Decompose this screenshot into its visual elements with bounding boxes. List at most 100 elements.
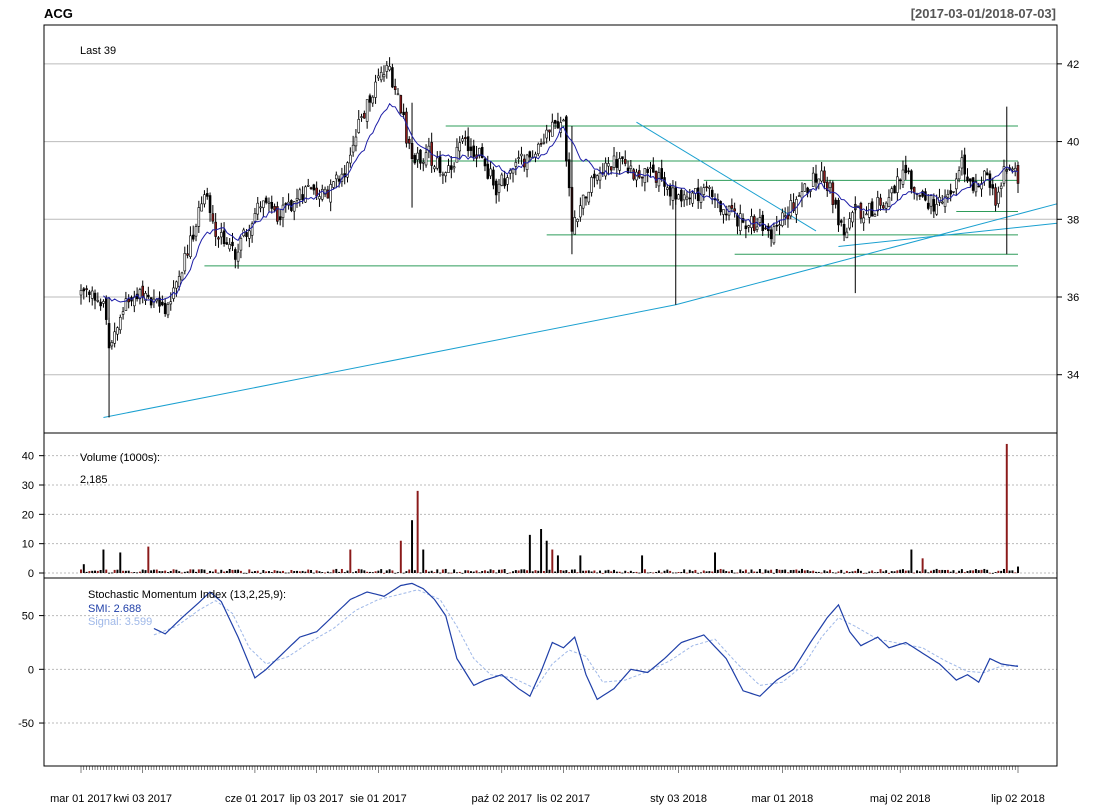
volume-bar [321, 572, 324, 573]
candle-body [166, 304, 170, 316]
candle-body [649, 167, 652, 169]
volume-bar [831, 572, 834, 574]
candle-body [884, 202, 888, 209]
candle-body [304, 186, 307, 203]
candle-body [374, 81, 377, 98]
candle-body [455, 146, 459, 163]
volume-bar [282, 570, 284, 573]
volume-bar [183, 571, 186, 573]
volume-bar [652, 572, 655, 574]
volume-bar [562, 570, 565, 573]
candle-body [660, 168, 663, 179]
candle-body [256, 202, 260, 215]
smi-line [153, 582, 1019, 701]
candle-body [733, 208, 736, 212]
volume-bar [641, 555, 644, 573]
volume-bar [843, 572, 846, 574]
volume-bar [166, 572, 169, 573]
volume-bar [750, 569, 753, 573]
volume-bar [200, 569, 203, 573]
candle-body [281, 204, 285, 218]
volume-bar [307, 569, 310, 573]
candle-body [957, 170, 961, 180]
candle-body [248, 230, 251, 239]
volume-bar [155, 569, 158, 573]
volume-bar [276, 570, 279, 573]
volume-bar [439, 572, 442, 574]
volume-bar [955, 572, 958, 574]
volume-bar [239, 570, 242, 573]
candle-body [197, 207, 201, 227]
volume-bar [301, 570, 304, 573]
volume-bar [890, 571, 893, 573]
volume-bar [812, 570, 815, 573]
volume-bar [784, 569, 787, 573]
volume-bar [688, 569, 691, 573]
volume-bar [887, 572, 890, 574]
volume-bar [795, 569, 798, 573]
candle-body [652, 164, 655, 173]
price-axis-label: 40 [1067, 137, 1079, 149]
volume-bar [980, 569, 983, 573]
volume-bar [618, 571, 621, 573]
volume-bar [683, 569, 686, 573]
volume-bar [868, 571, 871, 573]
candle-body [736, 214, 739, 227]
volume-bar [178, 571, 181, 573]
candle-body [79, 290, 83, 296]
candle-body [388, 66, 391, 71]
volume-bar [405, 571, 408, 573]
candle-body [565, 116, 568, 162]
volume-bar [1000, 570, 1003, 573]
volume-bar [722, 569, 725, 573]
candle-body [458, 142, 462, 152]
volume-title: Volume (1000s): [80, 452, 160, 464]
volume-bar [363, 570, 366, 573]
candle-body [309, 187, 313, 189]
volume-bar [512, 571, 515, 573]
volume-bar [702, 570, 705, 573]
volume-bar [136, 572, 139, 574]
volume-bar [758, 569, 761, 573]
candle-body [267, 201, 271, 204]
volume-bar [694, 569, 697, 573]
candle-body [483, 158, 487, 167]
candle-body [882, 205, 885, 209]
candle-body [646, 168, 649, 173]
volume-bar [613, 569, 616, 573]
volume-bar [94, 570, 97, 573]
volume-bar [593, 570, 596, 573]
volume-bar [430, 570, 433, 573]
candle-body [402, 111, 405, 116]
candle-body [144, 292, 147, 301]
candle-body [466, 136, 470, 152]
volume-bar [469, 571, 472, 573]
candle-body [576, 218, 579, 222]
candle-body [346, 162, 349, 178]
candle-body [932, 199, 936, 212]
volume-bar [817, 571, 820, 573]
volume-bar [245, 572, 248, 574]
volume-bar [991, 572, 994, 574]
x-axis-label: cze 01 2017 [225, 793, 285, 805]
volume-bar [542, 570, 545, 573]
volume-bar [921, 558, 924, 573]
volume-bar [952, 570, 955, 573]
candle-body [828, 182, 832, 188]
text-layer: Last 39 Volume (1000s): 2,185 Stochastic… [18, 45, 1079, 805]
candle-body [326, 189, 330, 199]
candle-body [118, 317, 122, 331]
volume-bar [663, 570, 666, 573]
volume-bar [419, 572, 422, 574]
candle-body [189, 235, 192, 257]
volume-bar [312, 572, 315, 574]
volume-bar [674, 572, 677, 574]
volume-bar [848, 571, 851, 573]
candle-body [825, 181, 829, 191]
volume-bar [99, 569, 102, 573]
candle-body [910, 170, 913, 190]
candle-body [424, 152, 428, 166]
volume-bar [192, 569, 195, 573]
candle-body [360, 116, 363, 118]
volume-bar [310, 569, 313, 573]
